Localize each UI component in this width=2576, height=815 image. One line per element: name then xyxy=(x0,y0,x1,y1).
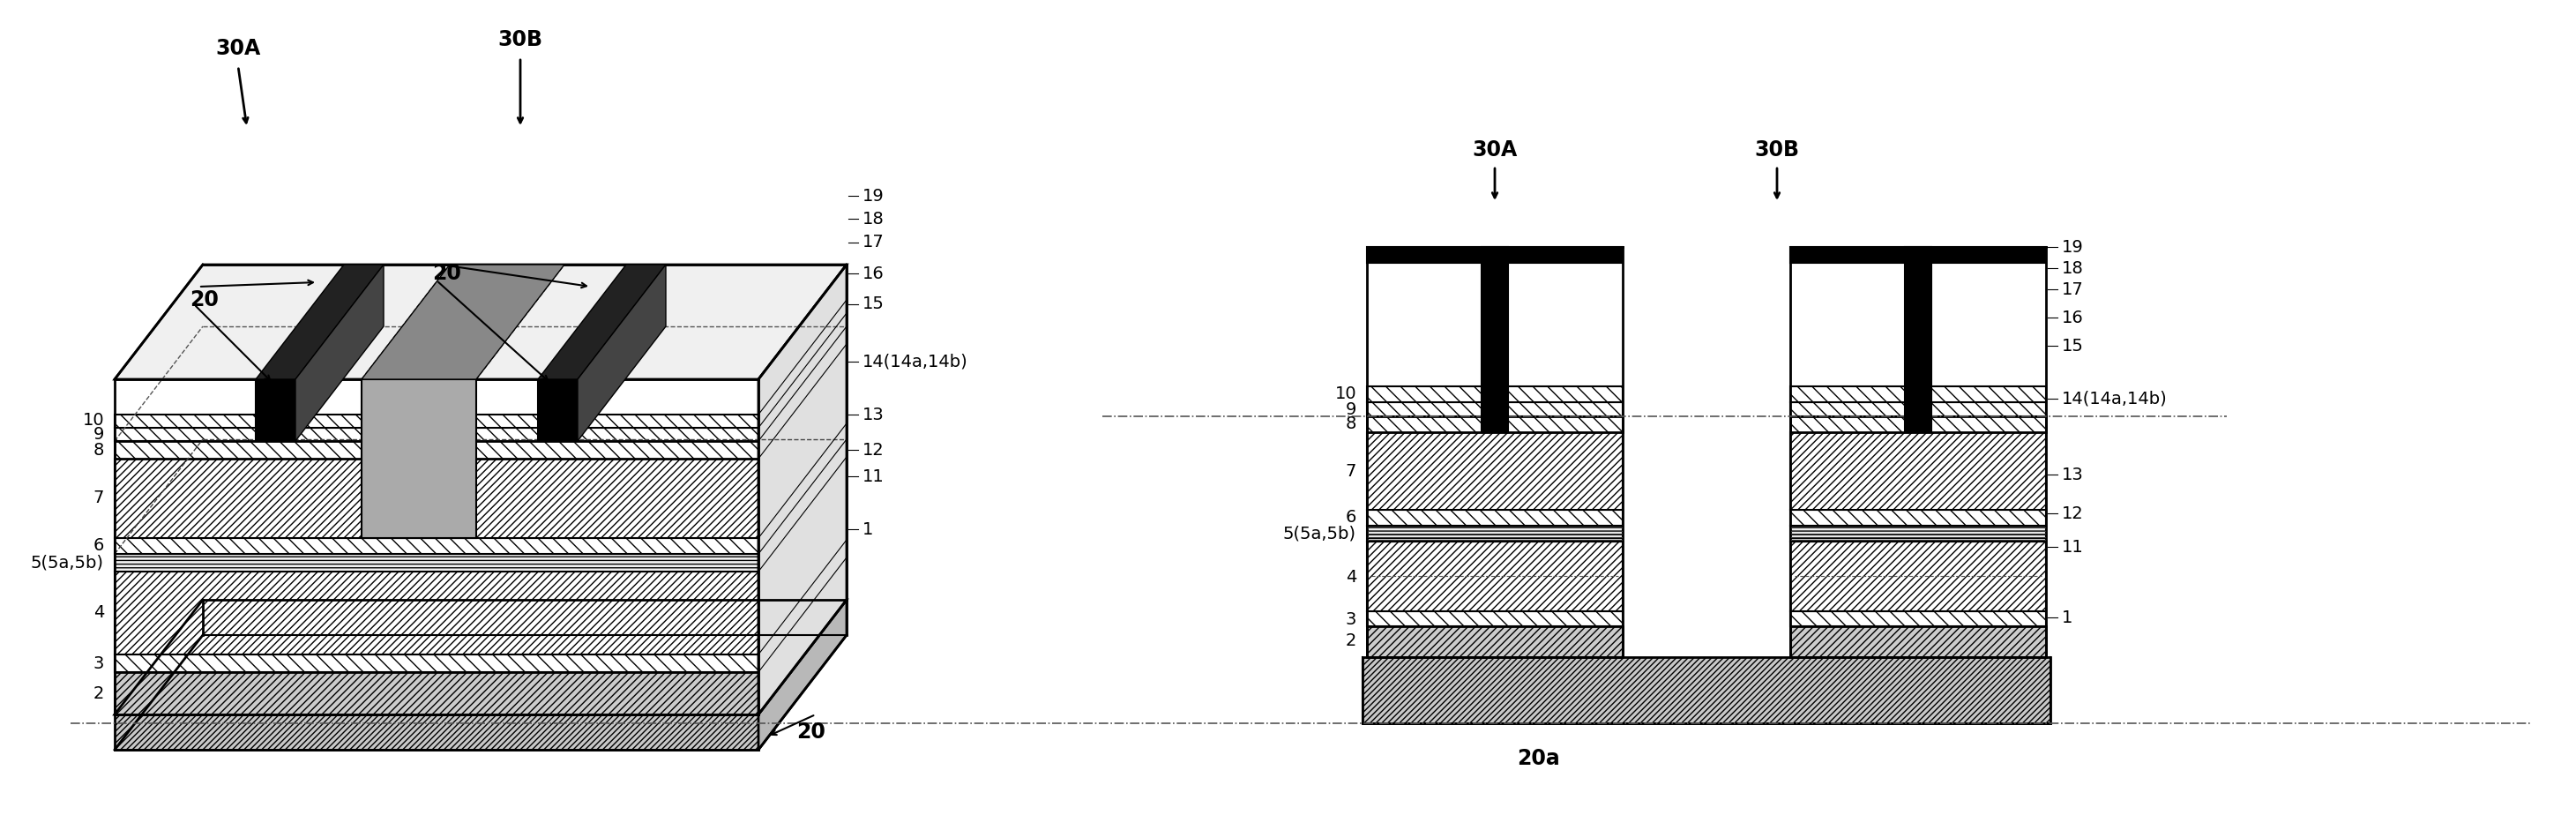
Text: 4: 4 xyxy=(93,605,103,621)
Polygon shape xyxy=(1368,526,1623,542)
Polygon shape xyxy=(296,265,384,441)
Text: 3: 3 xyxy=(1345,610,1358,628)
Polygon shape xyxy=(1368,432,1623,510)
Polygon shape xyxy=(361,379,477,538)
Polygon shape xyxy=(577,265,665,441)
Text: 8: 8 xyxy=(1345,416,1358,433)
Polygon shape xyxy=(1790,247,2045,263)
Text: 20: 20 xyxy=(433,263,461,284)
Text: 15: 15 xyxy=(2061,337,2084,355)
Polygon shape xyxy=(1368,247,1623,263)
Polygon shape xyxy=(538,265,665,379)
Polygon shape xyxy=(1368,611,1623,626)
Polygon shape xyxy=(116,428,757,441)
Text: 18: 18 xyxy=(863,210,884,227)
Polygon shape xyxy=(1363,657,2050,723)
Text: 19: 19 xyxy=(2061,239,2084,255)
Text: 5(5a,5b): 5(5a,5b) xyxy=(1283,525,1358,542)
Text: 15: 15 xyxy=(863,296,884,313)
Polygon shape xyxy=(1368,542,1623,611)
Text: 9: 9 xyxy=(93,425,103,443)
Polygon shape xyxy=(1790,542,2045,611)
Polygon shape xyxy=(116,600,848,715)
Text: 8: 8 xyxy=(93,442,103,458)
Polygon shape xyxy=(116,672,757,715)
Text: 3: 3 xyxy=(93,655,103,672)
Text: 11: 11 xyxy=(2061,539,2084,555)
Text: 12: 12 xyxy=(863,442,884,458)
Polygon shape xyxy=(1790,611,2045,626)
Polygon shape xyxy=(361,265,564,379)
Polygon shape xyxy=(116,554,757,571)
Polygon shape xyxy=(1790,626,2045,657)
Polygon shape xyxy=(116,715,757,750)
Polygon shape xyxy=(757,600,848,750)
Text: 9: 9 xyxy=(1345,401,1358,417)
Text: 10: 10 xyxy=(1334,385,1358,403)
Text: 20: 20 xyxy=(191,289,219,311)
Polygon shape xyxy=(255,265,384,379)
Text: 20a: 20a xyxy=(1517,748,1561,769)
Polygon shape xyxy=(1904,247,1932,432)
Text: 10: 10 xyxy=(82,412,103,430)
Polygon shape xyxy=(116,265,848,379)
Text: 30A: 30A xyxy=(216,38,260,59)
Text: 7: 7 xyxy=(1345,463,1358,479)
Text: 2: 2 xyxy=(93,685,103,702)
Polygon shape xyxy=(1790,432,2045,510)
Polygon shape xyxy=(1368,386,1623,403)
Polygon shape xyxy=(116,538,757,554)
Polygon shape xyxy=(538,379,577,441)
Text: 6: 6 xyxy=(93,538,103,554)
Polygon shape xyxy=(116,654,757,672)
Polygon shape xyxy=(1481,247,1507,432)
Polygon shape xyxy=(1790,416,2045,432)
Text: 14(14a,14b): 14(14a,14b) xyxy=(2061,390,2166,407)
Polygon shape xyxy=(1368,403,1623,416)
Text: 17: 17 xyxy=(863,234,884,251)
Polygon shape xyxy=(255,379,296,441)
Text: 11: 11 xyxy=(863,468,884,485)
Polygon shape xyxy=(116,459,757,538)
Text: 30A: 30A xyxy=(1473,139,1517,161)
Polygon shape xyxy=(757,265,848,715)
Polygon shape xyxy=(116,415,757,428)
Text: 1: 1 xyxy=(2061,609,2074,626)
Text: 20: 20 xyxy=(796,721,827,742)
Polygon shape xyxy=(116,571,757,654)
Text: 30B: 30B xyxy=(1754,139,1801,161)
Polygon shape xyxy=(1368,416,1623,432)
Text: 16: 16 xyxy=(2061,309,2084,326)
Polygon shape xyxy=(1368,510,1623,526)
Polygon shape xyxy=(116,441,757,459)
Text: 13: 13 xyxy=(2061,466,2084,483)
Polygon shape xyxy=(1790,386,2045,403)
Text: 13: 13 xyxy=(863,406,884,423)
Text: 14(14a,14b): 14(14a,14b) xyxy=(863,353,969,370)
Polygon shape xyxy=(1368,626,1623,657)
Text: 6: 6 xyxy=(1345,509,1358,526)
Text: 19: 19 xyxy=(863,187,884,205)
Text: 5(5a,5b): 5(5a,5b) xyxy=(31,554,103,571)
Text: 12: 12 xyxy=(2061,505,2084,522)
Text: 30B: 30B xyxy=(497,29,544,51)
Text: 4: 4 xyxy=(1345,569,1358,585)
Text: 17: 17 xyxy=(2061,281,2084,297)
Polygon shape xyxy=(1790,403,2045,416)
Polygon shape xyxy=(1790,510,2045,526)
Text: 1: 1 xyxy=(863,521,873,538)
Polygon shape xyxy=(1790,526,2045,542)
Text: 18: 18 xyxy=(2061,260,2084,276)
Text: 2: 2 xyxy=(1345,633,1358,650)
Text: 16: 16 xyxy=(863,265,884,282)
Text: 7: 7 xyxy=(93,490,103,507)
